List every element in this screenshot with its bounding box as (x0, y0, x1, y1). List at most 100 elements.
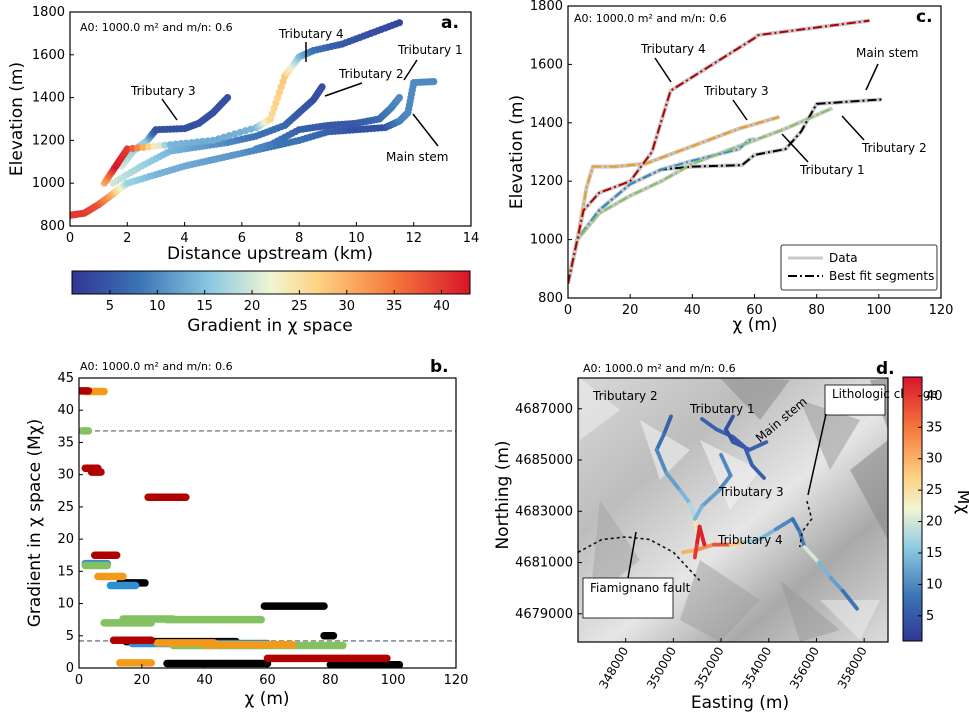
y-tick-label: 1000 (530, 233, 563, 248)
y-tick-label: 800 (40, 219, 65, 234)
y-tick-label: 40 (57, 403, 74, 418)
panel-a-annotation-tributary-1: Tributary 1 (397, 43, 463, 57)
panel-d-river-segment (695, 542, 716, 552)
panel-d-annotation-tributary-4: Tributary 4 (717, 533, 783, 547)
y-tick-label: 45 (57, 371, 74, 386)
x-tick-label: 350000 (644, 645, 679, 692)
panel-c-legend: Data Best fit segments (780, 244, 938, 291)
panel-d-river-segment (728, 540, 747, 547)
panel-c-legend-box (780, 244, 938, 291)
panel-b-series-main-stem (116, 579, 404, 668)
panel-d-colorbar-tick-label: 20 (926, 515, 943, 530)
panel-a-point (145, 143, 153, 151)
y-tick-label: 4681000 (515, 556, 573, 571)
panel-c-annotation-main-stem: Main stem (856, 46, 919, 60)
panel-d-colorbar-tick-label: 25 (926, 483, 943, 498)
x-tick-label: 12 (405, 231, 422, 246)
panel-a-annotation-main-stem: Main stem (386, 150, 449, 164)
panel-a-point (177, 140, 185, 148)
panel-a-point (150, 142, 158, 150)
panel-d-river-segment (790, 517, 802, 534)
y-tick-label: 25 (57, 500, 74, 515)
x-tick-label: 60 (746, 303, 763, 318)
y-tick-label: 15 (57, 564, 74, 579)
y-tick-label: 1200 (32, 133, 65, 148)
x-tick-label: 80 (322, 673, 339, 688)
panel-b-header: A0: 1000.0 m² and m/n: 0.6 (80, 360, 233, 373)
y-tick-label: 4683000 (515, 504, 573, 519)
panel-a-frame (69, 11, 472, 227)
panel-c-annotation-tributary-2: Tributary 2 (861, 141, 927, 155)
x-tick-label: 100 (381, 673, 406, 688)
x-tick-label: 8 (295, 231, 303, 246)
panel-a-colorbar-tick-label: 10 (149, 299, 166, 314)
panel-d-callout-fault: Fiamignano fault (582, 531, 691, 619)
x-tick-label: 40 (684, 303, 701, 318)
panel-a-colorbar-tick-label: 40 (433, 299, 450, 314)
panel-a-point (155, 142, 164, 150)
x-tick-label: 40 (196, 673, 213, 688)
y-tick-label: 1000 (32, 176, 65, 191)
x-tick-label: 0 (75, 673, 83, 688)
panel-a-point (182, 139, 190, 147)
x-tick-label: 2 (123, 231, 131, 246)
panel-a: 0 2 4 6 8 10 12 14 800 1000 1200 1400 1600 1800 A0: 1… (7, 5, 479, 336)
panel-d-river (723, 414, 769, 452)
x-tick-label: 100 (866, 303, 891, 318)
panel-d-colorbar (902, 376, 923, 642)
panel-a-point (430, 77, 438, 86)
panel-a-point (123, 145, 131, 153)
panel-a-point (204, 137, 212, 145)
panel-d-xlabel: Easting (m) (691, 693, 789, 713)
panel-c-fit-tributary-4 (568, 19, 870, 284)
panel-d-river-segment (747, 440, 769, 452)
panel-c-header: A0: 1000.0 m² and m/n: 0.6 (574, 12, 727, 25)
y-tick-label: 20 (57, 532, 74, 547)
x-tick-label: 120 (444, 673, 469, 688)
panel-d-colorbar-label: Mχ (953, 490, 969, 515)
panel-a-colorbar-tick-label: 35 (386, 299, 403, 314)
panel-d-river-segment (654, 432, 666, 452)
panel-c-legend-fit: Best fit segments (829, 269, 934, 283)
panel-a-point (172, 140, 180, 148)
panel-d-colorbar-tick-label: 10 (926, 577, 943, 592)
panel-a-point (198, 137, 207, 146)
panel-d-arrow-lithologic (807, 413, 827, 496)
panel-d-river-segment (723, 427, 735, 444)
y-tick-label: 0 (66, 661, 74, 676)
panel-d-label: d. (876, 359, 895, 379)
panel-d-river-segment (840, 588, 859, 611)
panel-a-colorbar-tick-label: 30 (339, 299, 356, 314)
panel-c-fit-tributary-3 (568, 115, 780, 284)
panel-d-header: A0: 1000.0 m² and m/n: 0.6 (583, 362, 736, 375)
panel-d-river-segment (664, 470, 683, 493)
x-tick-label: 352000 (692, 645, 727, 692)
panel-a-ylabel: Elevation (m) (7, 62, 27, 176)
panel-d-river-segment (797, 529, 807, 550)
panel-a-annotation-tributary-2: Tributary 2 (338, 67, 404, 81)
panel-c-arrow-tributary-4 (654, 57, 672, 83)
panel-c-arrow-main-stem (865, 63, 879, 91)
y-tick-label: 1400 (32, 91, 65, 106)
panel-c-xlabel: χ (m) (732, 315, 777, 335)
x-tick-label: 20 (134, 673, 151, 688)
y-tick-label: 30 (57, 468, 74, 483)
panel-d-colorbar-tick-label: 30 (926, 452, 943, 467)
x-tick-label: 10 (348, 231, 365, 246)
y-tick-label: 1400 (530, 116, 563, 131)
x-tick-label: 120 (929, 303, 954, 318)
y-tick-label: 1600 (530, 57, 563, 72)
panel-d-frame (577, 377, 889, 643)
y-tick-label: 1800 (530, 0, 563, 14)
panel-a-point (318, 83, 326, 91)
panel-d-river-segment (692, 504, 704, 521)
y-tick-label: 4685000 (515, 453, 573, 468)
panel-c-arrow-tributary-1 (781, 133, 809, 163)
panel-d-river-segment (688, 501, 697, 521)
panel-d-river-segment (774, 517, 795, 532)
panel-d-arrow-fault (627, 531, 637, 579)
panel-d-annotation-tributary-3: Tributary 3 (718, 485, 784, 499)
panel-a-xlabel: Distance upstream (km) (167, 244, 373, 264)
panel-d-ylabel: Northing (m) (493, 440, 513, 549)
panel-d-river-segment (654, 447, 669, 475)
